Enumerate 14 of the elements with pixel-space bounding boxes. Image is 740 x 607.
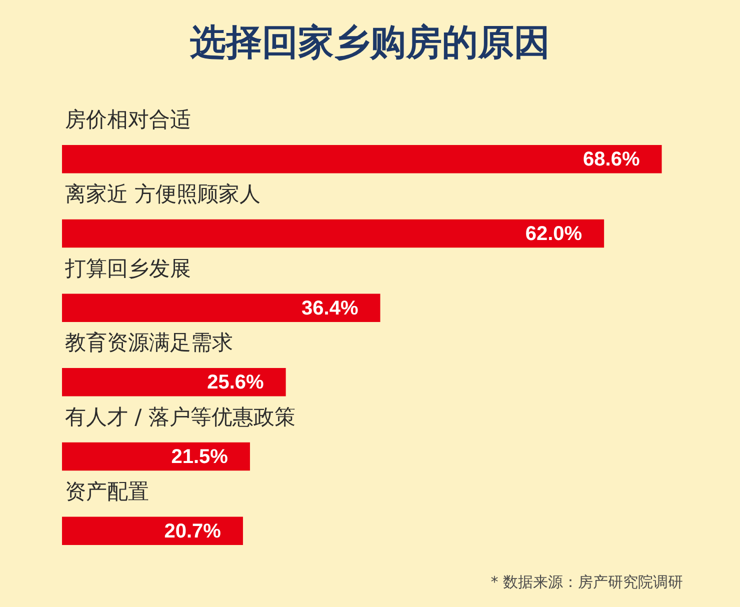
y-tick-label: 资产配置	[65, 479, 149, 504]
data-label: 21.5%	[171, 446, 228, 468]
y-tick-label: 有人才 / 落户等优惠政策	[65, 404, 296, 429]
y-tick-label: 房价相对合适	[65, 108, 191, 132]
y-tick-label: 打算回乡发展	[64, 256, 191, 280]
y-tick-label: 教育资源满足需求	[65, 330, 233, 355]
data-label: 36.4%	[302, 297, 358, 320]
data-label: 20.7%	[164, 520, 222, 542]
chart-title: 选择回家乡购房的原因	[189, 22, 550, 64]
data-label: 25.6%	[207, 372, 264, 394]
data-label: 68.6%	[583, 148, 640, 171]
y-tick-label: 离家近 方便照顾家人	[65, 182, 261, 206]
text: * 数据来源：房产研究院调研	[490, 572, 683, 591]
data-label: 62.0%	[525, 223, 582, 246]
